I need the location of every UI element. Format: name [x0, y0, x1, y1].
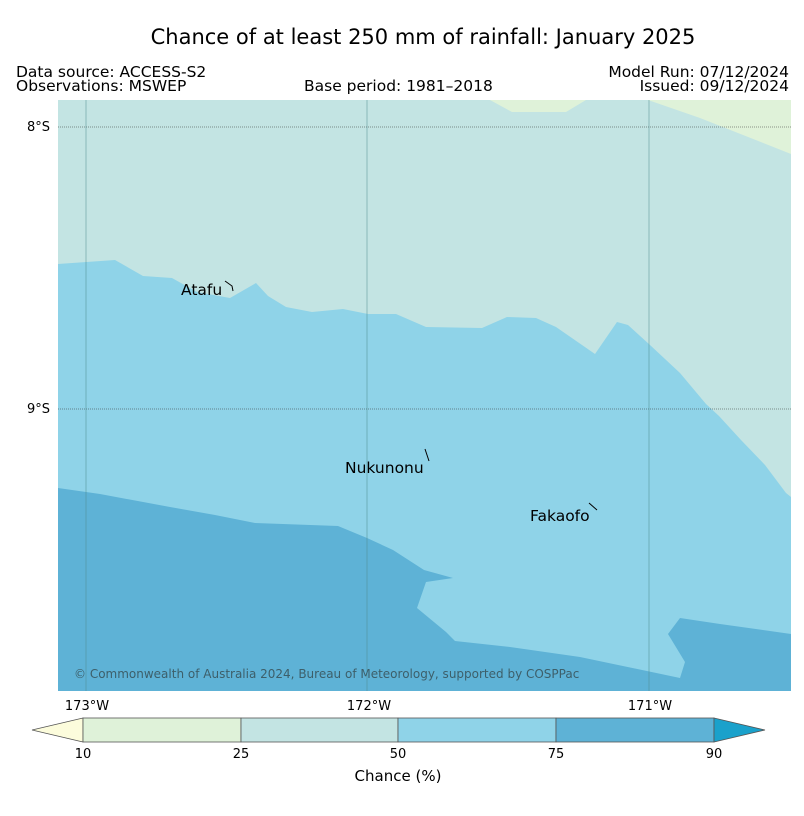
place-label-nukunonu: Nukunonu [345, 459, 424, 477]
colorbar-segment-75-90 [555, 717, 715, 743]
colorbar-over-arrow [713, 717, 766, 743]
colorbar-tick-25: 25 [233, 747, 250, 762]
colorbar-segment-50-75 [397, 717, 557, 743]
zone-10-25-northeast [648, 100, 791, 154]
colorbar-tick-10: 10 [75, 747, 92, 762]
map-panel: Atafu Nukunonu Fakaofo © Commonwealth of… [58, 100, 791, 691]
place-label-fakaofo: Fakaofo [530, 507, 590, 525]
colorbar-title: Chance (%) [355, 767, 442, 785]
colorbar-segment-25-50 [240, 717, 399, 743]
zone-75-90 [58, 488, 791, 691]
colorbar-tick-50: 50 [390, 747, 407, 762]
lon-label-171w: 171°W [628, 699, 672, 714]
colorbar-segment-10-25 [82, 717, 242, 743]
copyright-notice: © Commonwealth of Australia 2024, Bureau… [74, 667, 579, 681]
lon-label-173w: 173°W [65, 699, 109, 714]
fakaofo-atoll-outline [588, 502, 598, 511]
place-label-atafu: Atafu [181, 281, 222, 299]
nukunonu-atoll-outline [424, 448, 430, 462]
observations-label: Observations: MSWEP [16, 77, 187, 95]
colorbar-tick-75: 75 [548, 747, 565, 762]
data-source-label: Data source: ACCESS-S2 [16, 63, 207, 81]
zone-10-25-north [490, 100, 586, 112]
colorbar [31, 717, 766, 743]
colorbar-tick-90: 90 [706, 747, 723, 762]
issued-label: Issued: 09/12/2024 [639, 77, 789, 95]
lat-label-8s: 8°S [27, 120, 50, 135]
model-run-label: Model Run: 07/12/2024 [608, 63, 789, 81]
lat-label-9s: 9°S [27, 402, 50, 417]
atafu-atoll-outline [224, 280, 234, 292]
map-title: Chance of at least 250 mm of rainfall: J… [150, 25, 696, 49]
lon-label-172w: 172°W [347, 699, 391, 714]
base-period-label: Base period: 1981–2018 [304, 77, 493, 95]
colorbar-under-arrow [31, 717, 84, 743]
